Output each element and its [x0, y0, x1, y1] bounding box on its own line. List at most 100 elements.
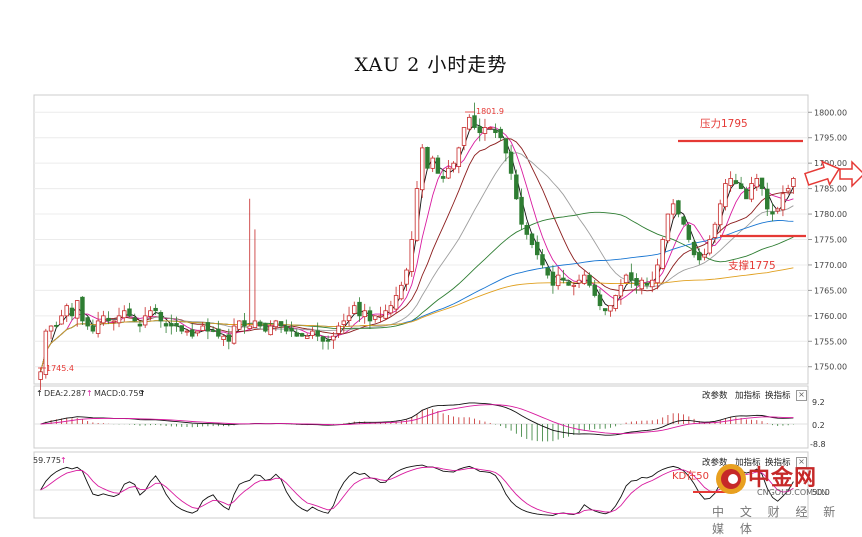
candle-body	[717, 203, 723, 226]
y-tick-label: 1795.00	[814, 134, 847, 143]
dea-label: DEA:2.287	[44, 389, 87, 398]
candle-body	[216, 328, 221, 337]
candle-body	[592, 284, 597, 296]
y-tick-label: 1750.00	[814, 363, 847, 372]
y-tick-label: 1775.00	[814, 236, 847, 245]
candle-body	[681, 216, 686, 225]
candle-body	[111, 320, 117, 323]
ma-line-3	[40, 123, 794, 372]
ma-line-140	[40, 267, 794, 372]
candle-body	[425, 147, 430, 169]
candle-body	[357, 301, 362, 317]
candle-body	[231, 325, 237, 344]
kd-value-label: 59.775	[33, 456, 61, 465]
kd-d-line	[40, 466, 794, 515]
kd-note-label: KD在50	[672, 471, 709, 482]
candle-body	[785, 188, 791, 192]
kd-edit-params-button[interactable]: 改参数	[702, 458, 728, 468]
candle-body	[529, 233, 535, 245]
macd-tick-mid: 0.2	[812, 421, 825, 430]
candle-body	[472, 115, 477, 128]
candle-body	[252, 320, 258, 328]
candle-body	[346, 315, 352, 322]
candle-body	[723, 183, 728, 208]
candle-body	[257, 321, 263, 327]
y-tick-label: 1760.00	[814, 312, 847, 321]
candle-body	[372, 315, 378, 320]
macd-edit-params-button[interactable]: 改参数	[702, 391, 728, 401]
y-tick-label: 1755.00	[814, 337, 847, 346]
candle-body	[738, 183, 744, 190]
candle-body	[383, 310, 388, 319]
low-label: 1745.4	[46, 364, 74, 373]
candle-body	[137, 323, 143, 327]
candle-body	[116, 315, 122, 324]
candle-body	[655, 264, 660, 284]
kd-add-indicator-button[interactable]: 加指标	[735, 458, 761, 468]
candle-body	[158, 312, 164, 322]
candle-body	[576, 279, 582, 284]
candle-body	[749, 183, 754, 200]
macd-switch-indicator-button[interactable]: 换指标	[765, 391, 791, 401]
macd-add-indicator-button[interactable]: 加指标	[735, 391, 761, 401]
moving-averages	[40, 123, 794, 372]
candle-body	[95, 320, 101, 334]
candle-body	[362, 310, 367, 318]
candle-body	[179, 325, 184, 332]
y-tick-label: 1770.00	[814, 261, 847, 270]
candle-body	[775, 208, 780, 212]
chart-title: XAU 2 小时走势	[354, 54, 508, 76]
candle-body	[409, 239, 415, 272]
y-tick-label: 1790.00	[814, 159, 847, 168]
candle-body	[597, 294, 603, 307]
candle-body	[393, 295, 399, 310]
macd-close-icon[interactable]: ×	[796, 390, 807, 401]
candle-body	[697, 252, 702, 261]
candle-body	[550, 271, 556, 286]
candle-body	[284, 325, 289, 332]
candle-body	[618, 284, 624, 297]
kd-close-icon[interactable]: ×	[796, 457, 807, 468]
candle-body	[493, 129, 498, 134]
cngold-logo: 中金网 CNGOLD.COM.CN 中 文 财 经 新 媒 体	[712, 458, 852, 536]
kd-switch-indicator-button[interactable]: 换指标	[765, 458, 791, 468]
candle-body	[404, 269, 409, 285]
macd-label: MACD:0.759	[94, 389, 144, 398]
candle-body	[644, 282, 650, 286]
candle-body	[487, 127, 493, 129]
y-tick-label: 1765.00	[814, 286, 847, 295]
candle-body	[419, 147, 425, 191]
candle-body	[791, 178, 796, 187]
candle-body	[602, 308, 608, 312]
candle-body	[508, 151, 514, 174]
candle-body	[613, 295, 618, 309]
macd-tick-top: 9.2	[812, 398, 825, 407]
candle-body	[315, 330, 320, 337]
candle-body	[561, 277, 566, 281]
candle-body	[388, 305, 394, 314]
candle-body	[299, 333, 305, 337]
candle-body	[629, 272, 634, 281]
candle-body	[85, 317, 90, 327]
candle-body	[435, 157, 441, 174]
candle-body	[759, 177, 765, 190]
candle-body	[54, 324, 59, 327]
candle-body	[127, 308, 132, 317]
resistance-label: 压力1795	[700, 118, 748, 130]
candle-body	[294, 332, 299, 337]
candle-body	[195, 330, 200, 334]
candle-body	[273, 320, 279, 328]
macd-indicator	[34, 402, 808, 442]
support-label: 支撑1775	[728, 260, 776, 272]
candle-body	[707, 239, 712, 254]
macd-tick-bottom: -8.8	[810, 440, 826, 449]
candle-body	[169, 323, 174, 327]
candle-body	[414, 188, 420, 241]
candle-body	[582, 274, 587, 284]
logo-text: 中金网	[748, 465, 818, 491]
candle-body	[48, 325, 54, 332]
candle-body	[623, 274, 629, 284]
candle-body	[106, 317, 111, 322]
kd-panel-frame	[33, 451, 809, 519]
